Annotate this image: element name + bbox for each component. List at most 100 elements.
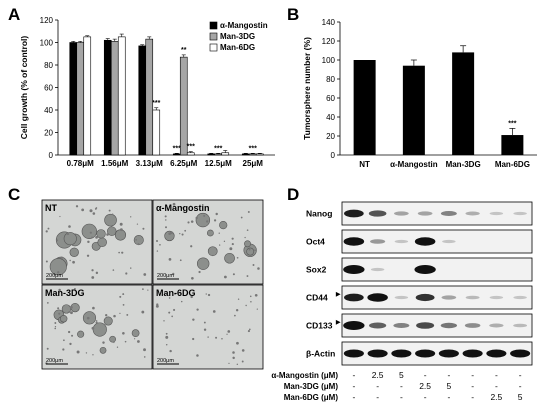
treatment-label: α-Mangostin (μM) [271, 371, 338, 380]
cell-speck [69, 305, 73, 309]
cell-speck [155, 304, 159, 308]
scale-bar-label: 200μm [46, 358, 63, 364]
chart-a-legend-label: Man-3DG [220, 32, 255, 41]
blot-band [486, 349, 507, 358]
cell-speck [86, 254, 90, 257]
cell-speck [53, 208, 56, 210]
chart-a-legend-swatch [209, 32, 218, 41]
chart-a-bar [83, 36, 92, 156]
chart-a-bar [117, 36, 126, 156]
chart-b-y-tick-label: 60 [326, 94, 335, 103]
cell-speck [165, 332, 168, 335]
tumorsphere-blob [63, 232, 77, 246]
cell-speck [240, 216, 243, 219]
chart-a-bar [110, 41, 119, 156]
chart-a-category-label: 1.56μM [101, 159, 128, 168]
cell-speck [91, 269, 94, 272]
cell-speck [198, 270, 201, 274]
blot-band-marker: ▸ [335, 317, 341, 327]
blot-strip [341, 341, 533, 366]
cell-speck [57, 307, 60, 310]
cell-speck [124, 340, 127, 343]
cell-speck [68, 225, 71, 228]
micrograph-label: Man-3DG [45, 288, 85, 298]
panel-letter-b: B [287, 5, 299, 24]
cell-speck [141, 310, 145, 314]
cell-speck [224, 275, 227, 279]
cell-speck [125, 272, 128, 275]
cell-speck [53, 273, 55, 276]
chart-a-category-label: 12.5μM [205, 159, 232, 168]
chart-a-significance-label: *** [173, 145, 181, 152]
cell-speck [203, 214, 206, 217]
chart-b-y-tick-label: 20 [326, 132, 335, 141]
cell-speck [121, 251, 124, 254]
chart-b-significance-label: *** [508, 120, 516, 127]
cell-speck [212, 310, 216, 313]
cell-speck [232, 273, 235, 276]
cell-speck [81, 208, 85, 212]
treatment-value: - [400, 392, 403, 402]
cell-speck [169, 349, 172, 353]
blot-strip [341, 313, 533, 338]
chart-a-significance-label: *** [187, 144, 195, 151]
cell-speck [232, 351, 235, 354]
cell-speck [147, 289, 149, 291]
cell-speck [173, 308, 176, 311]
treatment-value: - [471, 381, 474, 391]
cell-speck [245, 304, 247, 307]
cell-speck [223, 240, 226, 243]
treatment-value: 2.5 [490, 392, 502, 402]
chart-a-bar [172, 153, 181, 156]
cell-speck [196, 354, 199, 357]
cell-speck [207, 293, 211, 297]
cell-speck [252, 264, 255, 266]
tumorsphere-blob [61, 304, 71, 314]
chart-a-significance-label: *** [214, 145, 222, 152]
tumorsphere-blob [246, 247, 255, 256]
treatment-value: 5 [518, 392, 523, 402]
blot-band [513, 211, 527, 216]
blot-band [343, 321, 365, 330]
cell-speck [244, 236, 246, 239]
cell-speck [45, 260, 48, 263]
cell-speck [165, 343, 168, 346]
cell-speck [241, 360, 244, 363]
cell-speck [231, 242, 234, 246]
chart-b-y-tick-label: 120 [322, 37, 336, 46]
treatment-value: - [447, 392, 450, 402]
cell-speck [257, 267, 260, 270]
treatment-value: - [352, 392, 355, 402]
cell-speck [215, 212, 218, 216]
cell-speck [66, 232, 70, 236]
tumorsphere-blob [109, 335, 116, 343]
blot-band [367, 293, 388, 302]
cell-speck [143, 356, 146, 358]
cell-speck [118, 251, 120, 254]
cell-speck [196, 308, 199, 311]
cell-speck [119, 222, 123, 226]
blot-band [415, 349, 436, 358]
cell-speck [174, 293, 176, 296]
cell-speck [250, 300, 252, 303]
blot-band [393, 322, 410, 329]
cell-speck [165, 226, 167, 229]
cell-speck [213, 219, 217, 222]
cell-speck [246, 229, 249, 232]
cell-speck [91, 236, 93, 239]
cell-speck [95, 271, 99, 275]
cell-speck [170, 231, 173, 235]
chart-a-y-tick-label: 20 [44, 129, 53, 138]
cell-speck [136, 223, 139, 225]
cell-speck [218, 232, 220, 234]
cell-speck [187, 221, 190, 224]
treatment-value: - [376, 381, 379, 391]
chart-b-bar [402, 65, 425, 155]
cell-speck [191, 276, 194, 280]
tumorsphere-blob [59, 315, 68, 323]
cell-speck [111, 213, 114, 216]
chart-b-y-tick-label: 140 [322, 18, 336, 27]
cell-speck [192, 337, 195, 341]
scale-bar-label: 200μm [46, 273, 63, 279]
